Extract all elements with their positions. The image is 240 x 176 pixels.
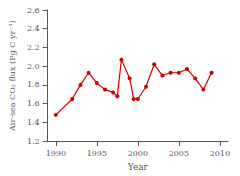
svg-text:1995: 1995 (87, 149, 107, 158)
svg-text:2005: 2005 (169, 149, 189, 158)
svg-text:1.2: 1.2 (27, 137, 40, 146)
svg-text:Year: Year (127, 162, 149, 172)
svg-text:1.6: 1.6 (27, 99, 40, 108)
svg-text:2.0: 2.0 (27, 62, 40, 71)
svg-text:Air-sea CO₂ flux (Pg C yr⁻¹): Air-sea CO₂ flux (Pg C yr⁻¹) (8, 20, 17, 132)
svg-text:2010: 2010 (210, 149, 230, 158)
svg-text:2.2: 2.2 (27, 43, 40, 52)
svg-text:2.6: 2.6 (27, 6, 40, 15)
svg-text:2000: 2000 (128, 149, 148, 158)
svg-text:2.4: 2.4 (27, 24, 40, 33)
svg-text:1.8: 1.8 (27, 80, 40, 89)
svg-text:1.4: 1.4 (27, 118, 40, 127)
svg-text:1990: 1990 (46, 149, 66, 158)
